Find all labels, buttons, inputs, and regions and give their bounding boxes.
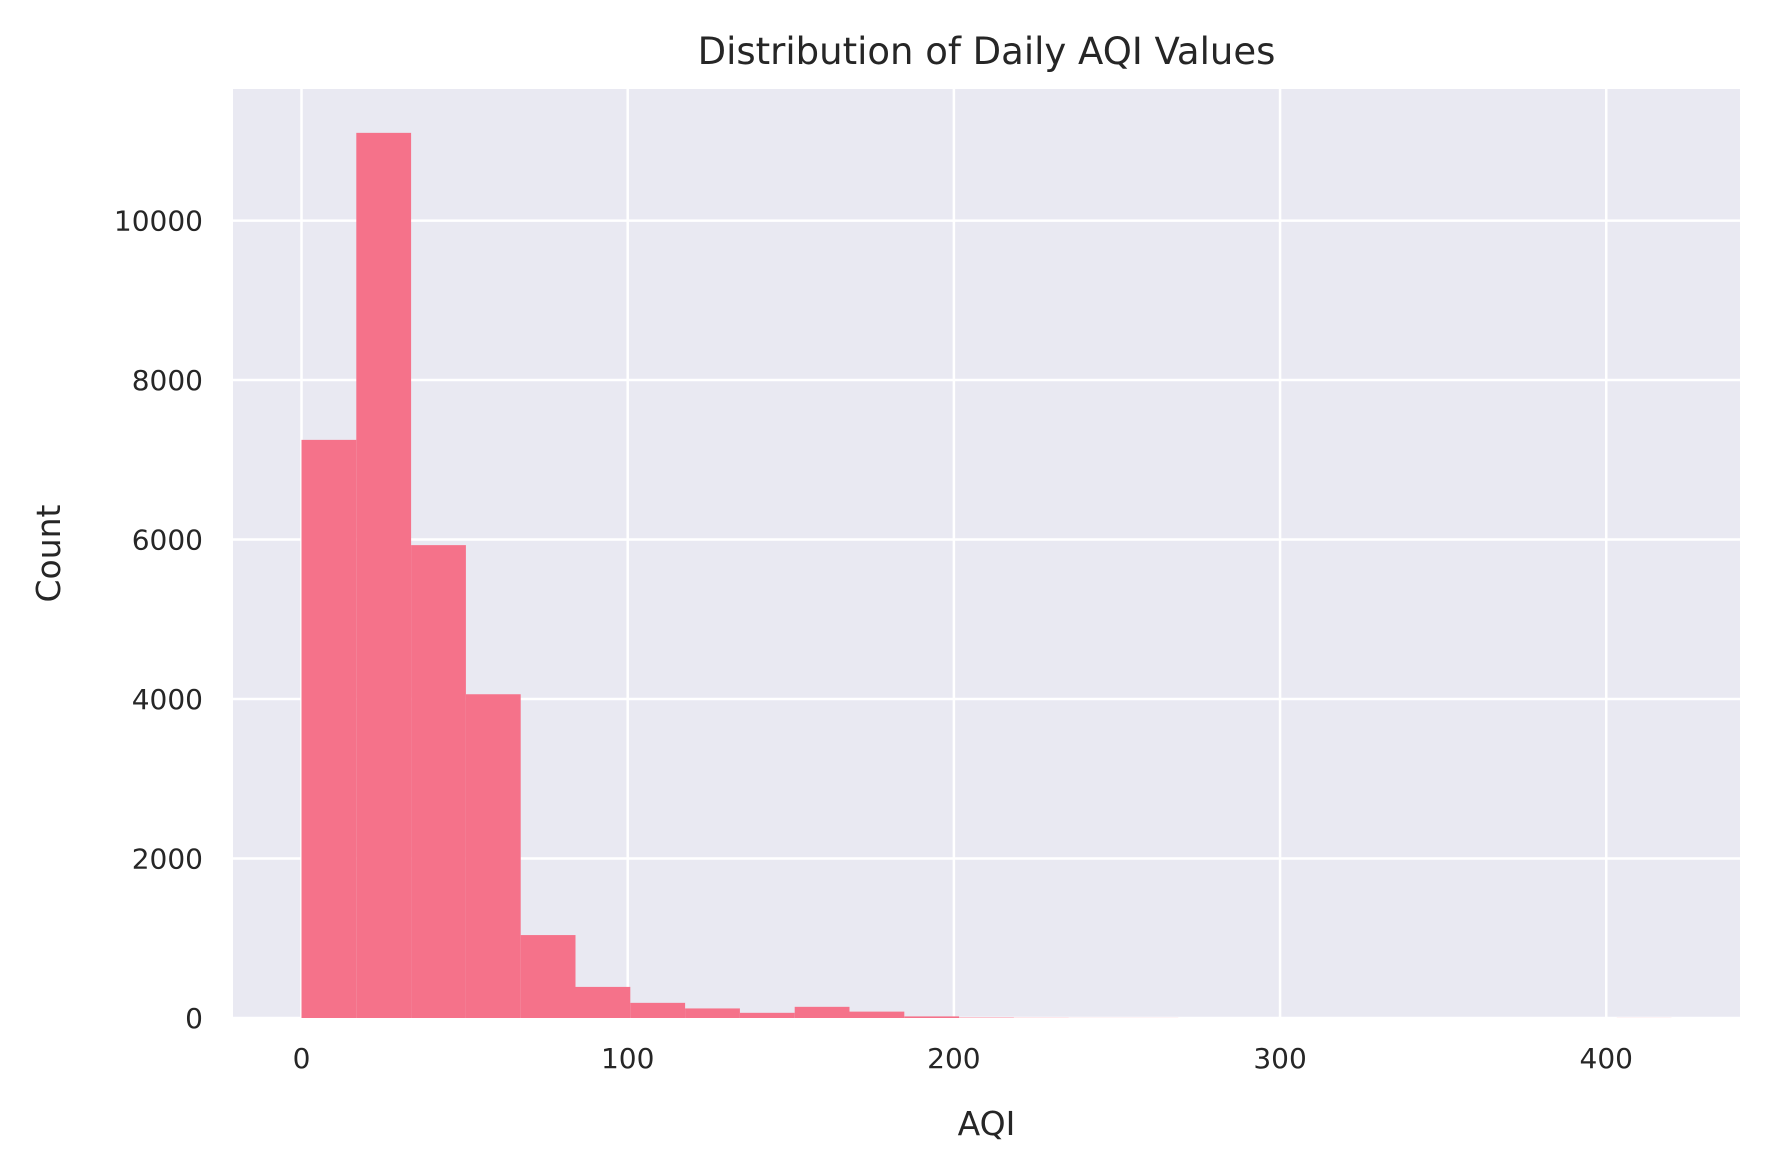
histogram-bar	[685, 1008, 740, 1018]
y-tick-label: 6000	[132, 524, 203, 557]
histogram-bar	[849, 1011, 905, 1018]
y-axis-ticks: 0 2000 4000 6000 8000 10000	[114, 205, 203, 1035]
histogram-bar	[575, 986, 631, 1018]
x-tick-label: 200	[927, 1042, 980, 1075]
y-axis-title: Count	[29, 504, 68, 602]
histogram-bar	[520, 935, 576, 1018]
x-axis-ticks: 0 100 200 300 400	[293, 1042, 1633, 1075]
histogram-bar	[465, 694, 521, 1018]
x-tick-label: 300	[1253, 1042, 1306, 1075]
histogram-bar	[794, 1006, 850, 1018]
y-tick-label: 8000	[132, 364, 203, 397]
x-tick-label: 0	[293, 1042, 311, 1075]
y-tick-label: 10000	[114, 205, 203, 238]
x-tick-label: 400	[1580, 1042, 1633, 1075]
y-tick-label: 0	[185, 1002, 203, 1035]
chart-title: Distribution of Daily AQI Values	[698, 30, 1276, 73]
x-tick-label: 100	[601, 1042, 654, 1075]
y-tick-label: 2000	[132, 843, 203, 876]
y-tick-label: 4000	[132, 683, 203, 716]
histogram-bars	[301, 132, 1672, 1018]
x-axis-title: AQI	[958, 1104, 1016, 1143]
histogram-bar	[904, 1016, 960, 1018]
histogram-bar	[356, 132, 412, 1018]
histogram-bar	[630, 1002, 686, 1018]
histogram-bar	[301, 439, 357, 1018]
histogram-bar	[739, 1012, 795, 1018]
histogram-bar	[411, 545, 466, 1018]
